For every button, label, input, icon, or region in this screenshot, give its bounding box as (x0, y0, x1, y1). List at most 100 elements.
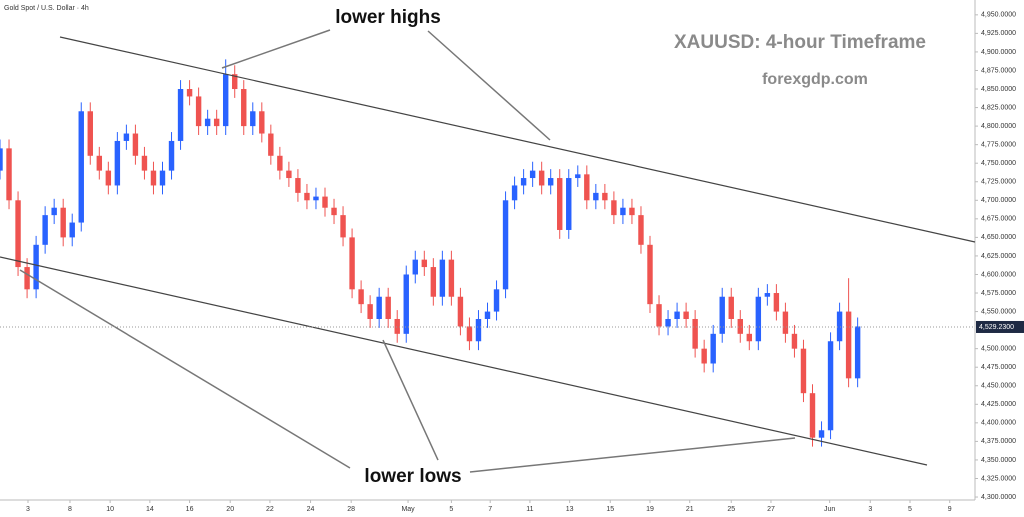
x-tick-label: 19 (646, 506, 654, 513)
candle-body (376, 296, 382, 319)
candle-body (340, 215, 346, 238)
candle-body (96, 155, 103, 171)
candle-body (295, 178, 301, 193)
y-tick-label: 4,925.0000 (981, 30, 1016, 37)
y-tick-label: 4,600.0000 (981, 271, 1016, 278)
x-tick-label: 9 (948, 506, 952, 513)
candle-body (764, 293, 771, 297)
candle-body (710, 333, 716, 364)
candle-body (349, 237, 355, 290)
candle-body (701, 348, 707, 364)
candle-body (313, 196, 319, 201)
candle-body (782, 311, 789, 334)
y-tick-label: 4,350.0000 (981, 457, 1016, 464)
candle-body (547, 178, 554, 186)
candle-body (322, 196, 328, 208)
candle-body (529, 170, 536, 179)
candle-body (204, 118, 211, 127)
candle-body (241, 89, 247, 127)
y-tick-label: 4,850.0000 (981, 86, 1016, 93)
y-tick-label: 4,875.0000 (981, 67, 1016, 74)
candle-body (575, 174, 581, 179)
candle-body (33, 244, 39, 290)
lower-trendline (0, 256, 928, 466)
y-tick-label: 4,450.0000 (981, 383, 1016, 390)
candle-body (15, 200, 21, 268)
candle-body (674, 311, 680, 319)
y-tick-label: 4,950.0000 (981, 12, 1016, 19)
candle-body (809, 393, 816, 438)
chart-title: XAUUSD: 4-hour Timeframe (674, 32, 926, 53)
upper-trendline (59, 36, 976, 243)
y-tick-label: 4,300.0000 (981, 494, 1016, 501)
candle-body (132, 133, 139, 156)
candle-body (629, 207, 635, 216)
x-tick-label: May (401, 506, 415, 513)
candle-body (719, 296, 725, 334)
candle-body (520, 178, 527, 186)
candle-body (836, 311, 843, 342)
y-tick-label: 4,700.0000 (981, 197, 1016, 204)
y-tick-label: 4,675.0000 (981, 216, 1016, 223)
candle-body (277, 155, 283, 171)
candle-body (538, 170, 545, 186)
candle-body (430, 267, 437, 297)
candle-body (493, 289, 500, 312)
candle-body (656, 304, 662, 327)
symbol-label: Gold Spot / U.S. Dollar · 4h (4, 5, 89, 12)
candle-body (304, 192, 310, 201)
candle-body (123, 133, 130, 141)
candle-body (259, 111, 265, 134)
chart-subtitle: forexgdp.com (762, 71, 868, 88)
candle-body (818, 430, 825, 438)
candle-body (286, 170, 292, 179)
pointer-line (19, 269, 351, 469)
y-tick-label: 4,900.0000 (981, 49, 1016, 56)
x-tick-label: 24 (307, 506, 315, 513)
candle-body (484, 311, 491, 319)
x-tick-label: 28 (347, 506, 355, 513)
x-tick-label: 3 (26, 506, 30, 513)
candle-body (737, 318, 743, 334)
candle-body (566, 178, 572, 230)
candle-body (502, 200, 509, 290)
y-tick-label: 4,425.0000 (981, 401, 1016, 408)
candle-body (42, 215, 48, 245)
candle-body (773, 293, 780, 312)
candle-body (87, 111, 93, 156)
x-tick-label: 14 (146, 506, 154, 513)
pointer-line (427, 30, 551, 141)
candle-body (250, 111, 256, 127)
y-tick-label: 4,625.0000 (981, 253, 1016, 260)
x-tick-label: 15 (606, 506, 614, 513)
candle-body (665, 318, 671, 327)
candle-body (755, 296, 762, 342)
candle-body (331, 207, 337, 216)
candle-body (439, 259, 446, 297)
candle-body (69, 222, 75, 238)
x-tick-label: 5 (908, 506, 912, 513)
candle-body (358, 289, 364, 305)
candle-body (0, 148, 3, 171)
candle-body (114, 140, 121, 186)
candle-body (854, 326, 861, 379)
x-tick-label: 20 (226, 506, 234, 513)
y-tick-label: 4,725.0000 (981, 179, 1016, 186)
y-tick-label: 4,500.0000 (981, 346, 1016, 353)
pointer-line (382, 339, 439, 461)
candle-body (791, 333, 798, 349)
y-tick-label: 4,775.0000 (981, 142, 1016, 149)
candle-body (683, 311, 689, 319)
candle-body (24, 267, 30, 290)
x-tick-label: 11 (526, 506, 533, 513)
candle-body (827, 341, 834, 431)
x-tick-label: 22 (266, 506, 274, 513)
y-tick-label: 4,650.0000 (981, 234, 1016, 241)
y-tick-label: 4,800.0000 (981, 123, 1016, 130)
candle-body (457, 296, 464, 327)
candle-body (611, 200, 617, 216)
annotation: lower lows (364, 466, 461, 487)
x-tick-label: 13 (566, 506, 574, 513)
x-tick-label: 16 (186, 506, 194, 513)
